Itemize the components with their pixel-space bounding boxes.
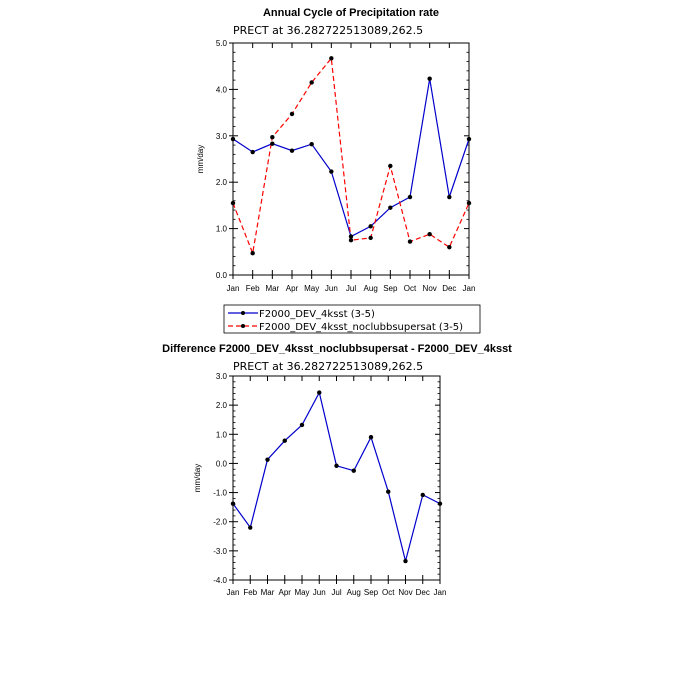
chart1-series-1-point [329, 169, 334, 174]
chart1-y-tick-label: 3.0 [216, 132, 228, 141]
chart2-series-1-point [437, 501, 443, 506]
chart2-series-1-point [334, 463, 339, 468]
chart1-series-1-point [388, 205, 393, 210]
legend-label-series-2: F2000_DEV_4ksst_noclubbsupersat (3-5) [259, 322, 463, 333]
chart2-series-1-point [282, 438, 287, 443]
chart2-y-tick-label: -3.0 [213, 547, 227, 556]
chart1-x-tick-label: Mar [265, 284, 279, 293]
chart1-x-tick-label: Jul [346, 284, 356, 293]
chart1-series-1-point [289, 148, 295, 153]
chart1-series-2-point [466, 200, 472, 206]
difference-chart: Difference F2000_DEV_4ksst_noclubbsupers… [162, 343, 512, 597]
legend-marker-series-1 [241, 311, 245, 315]
chart1-series-2-point [427, 231, 432, 237]
chart2-series-1-point [368, 435, 374, 440]
chart2-title: Difference F2000_DEV_4ksst_noclubbsupers… [162, 343, 512, 355]
chart1-series-1-point [427, 76, 432, 81]
chart2-x-tick-label: Oct [382, 588, 395, 597]
chart2-x-tick-label: Aug [347, 588, 361, 597]
chart1-x-tick-label: Aug [364, 284, 378, 293]
chart2-series-1-point [386, 489, 391, 494]
chart2-series-1-point [317, 390, 322, 395]
chart2-series-1-point [230, 501, 236, 506]
chart1-series-1-point [348, 234, 354, 239]
chart1-series-1-point [270, 141, 275, 146]
chart1-series-2-point [348, 238, 354, 243]
chart1-x-tick-label: Dec [442, 284, 456, 293]
chart1-series-1-point [407, 194, 413, 200]
chart2-x-tick-label: Jan [434, 588, 447, 597]
chart1-subtitle: PRECT at 36.282722513089,262.5 [233, 24, 423, 37]
chart2-y-tick-label: 2.0 [216, 401, 228, 410]
chart2-series-1-point [299, 422, 305, 428]
chart1-x-tick-label: Oct [404, 284, 417, 293]
chart1-series-2-point [388, 163, 393, 169]
chart2-x-tick-label: Mar [261, 588, 275, 597]
chart2-y-tick-label: -2.0 [213, 518, 227, 527]
chart1-series-2-point [250, 250, 255, 256]
chart1-x-tick-label: Jun [325, 284, 338, 293]
chart1-series-2-point [289, 111, 295, 117]
chart2-series-1-point [351, 468, 356, 473]
chart2-x-tick-label: Jul [331, 588, 341, 597]
chart1-title: Annual Cycle of Precipitation rate [263, 7, 439, 19]
chart1-series-1-point [230, 136, 236, 142]
chart2-x-tick-label: Feb [243, 588, 257, 597]
chart1-series-2-point [329, 56, 334, 61]
chart1-series-line-1 [232, 78, 470, 238]
chart1-y-tick-label: 2.0 [216, 178, 228, 187]
chart1-series-2-point [230, 200, 236, 206]
chart1-series-1-point [250, 149, 255, 155]
annual-cycle-chart: Annual Cycle of Precipitation rate PRECT… [196, 7, 481, 334]
chart2-y-tick-label: 3.0 [216, 372, 228, 381]
chart1-x-tick-label: Jan [463, 284, 476, 293]
chart2-subtitle: PRECT at 36.282722513089,262.5 [233, 360, 423, 373]
chart2-y-tick-label: -1.0 [213, 489, 227, 498]
chart1-series-2-point [368, 235, 373, 241]
chart2-series-1-point [265, 457, 270, 462]
chart1-series-1-point [447, 194, 452, 200]
chart1-series-1-point [309, 141, 314, 147]
chart1-x-tick-label: Jan [227, 284, 240, 293]
chart2-x-tick-label: Jan [227, 588, 240, 597]
chart1-x-tick-label: Apr [286, 284, 299, 293]
chart2-y-tick-label: 1.0 [216, 430, 228, 439]
legend-label-series-1: F2000_DEV_4ksst (3-5) [259, 309, 375, 320]
chart2-y-axis-label: mm/day [193, 464, 202, 492]
chart1-x-tick-label: Nov [423, 284, 437, 293]
chart2-series-line-1 [232, 390, 441, 562]
legend-marker-series-2 [241, 324, 245, 328]
chart2-x-tick-label: Apr [279, 588, 292, 597]
chart1-y-tick-label: 1.0 [216, 225, 228, 234]
chart1-series-2-point [309, 80, 314, 85]
chart1-y-tick-label: 0.0 [216, 271, 228, 280]
chart2-x-tick-label: Jun [313, 588, 326, 597]
chart2-y-tick-label: 0.0 [216, 459, 228, 468]
chart1-series-1-point [368, 224, 373, 229]
chart2-x-tick-label: Dec [416, 588, 430, 597]
chart1-x-tick-label: May [304, 284, 319, 293]
legend-box [223, 304, 481, 334]
chart1-series-2-point [270, 134, 275, 140]
chart1-x-tick-label: Feb [246, 284, 260, 293]
chart1-x-tick-label: Sep [383, 284, 398, 293]
chart2-series-1-point [420, 492, 425, 498]
chart1-y-tick-label: 5.0 [216, 39, 228, 48]
chart1-legend: F2000_DEV_4ksst (3-5) F2000_DEV_4ksst_no… [223, 304, 481, 334]
chart2-x-tick-label: Nov [398, 588, 412, 597]
chart1-series-1-point [466, 136, 472, 142]
chart2-series-1-point [248, 525, 253, 530]
chart1-y-tick-label: 4.0 [216, 85, 228, 94]
chart2-x-tick-label: Sep [364, 588, 379, 597]
chart1-series-line-2 [232, 56, 470, 256]
chart1-series-2-point [447, 244, 452, 250]
chart2-series-1-point [403, 558, 408, 564]
chart1-series-2-point [407, 239, 413, 244]
chart1-y-axis-label: mm/day [196, 145, 205, 173]
chart2-y-tick-label: -4.0 [213, 576, 227, 585]
chart2-x-tick-label: May [294, 588, 309, 597]
